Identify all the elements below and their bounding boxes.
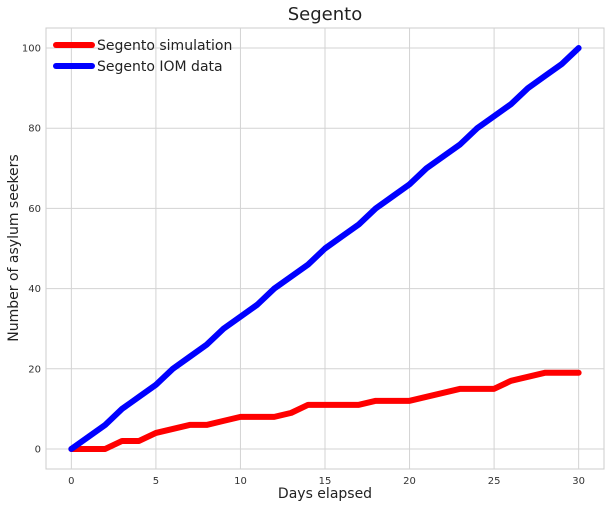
- series-line-simulation: [68, 369, 582, 452]
- x-tick-label: 25: [488, 476, 501, 487]
- series-lines: [68, 45, 582, 452]
- y-tick-label: 20: [28, 364, 41, 375]
- x-tick-labels: 0 5 10 15 20 25 30: [68, 476, 585, 487]
- y-axis-label: Number of asylum seekers: [6, 154, 22, 341]
- x-axis-label: Days elapsed: [278, 486, 372, 502]
- x-tick-label: 15: [319, 476, 332, 487]
- x-tick-label: 5: [153, 476, 159, 487]
- grid-lines: [46, 28, 604, 469]
- x-tick-label: 10: [234, 476, 247, 487]
- legend: Segento simulation Segento IOM data: [53, 38, 232, 75]
- y-tick-label: 60: [28, 204, 41, 215]
- x-tick-label: 30: [572, 476, 585, 487]
- y-tick-labels: 0 20 40 60 80 100: [22, 44, 41, 456]
- y-tick-label: 80: [28, 124, 41, 135]
- y-tick-label: 0: [35, 444, 41, 455]
- series-line-iom: [68, 45, 582, 452]
- y-tick-label: 100: [22, 44, 41, 55]
- x-tick-label: 0: [68, 476, 74, 487]
- legend-label-iom: Segento IOM data: [97, 59, 223, 75]
- chart-title: Segento: [288, 4, 362, 25]
- y-tick-label: 40: [28, 284, 41, 295]
- x-tick-label: 20: [403, 476, 416, 487]
- legend-label-simulation: Segento simulation: [97, 38, 232, 54]
